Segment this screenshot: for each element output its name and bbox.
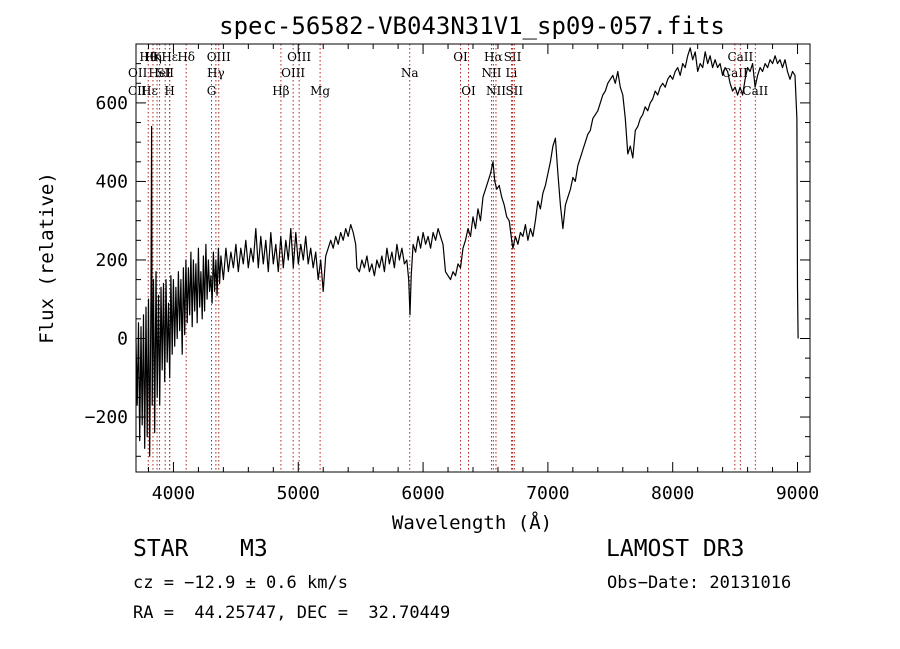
chart-title: spec-56582-VB043N31V1_sp09-057.fits xyxy=(219,12,725,40)
marker-label: Hγ xyxy=(207,66,225,80)
x-tick-label: 9000 xyxy=(776,483,819,504)
marker-label: CaII xyxy=(742,84,768,98)
y-tick-label: 600 xyxy=(95,93,128,114)
y-axis-label: Flux (relative) xyxy=(36,172,58,344)
x-tick-label: 5000 xyxy=(277,483,320,504)
marker-label: Hδ xyxy=(177,50,195,64)
x-axis: 4000 5000 6000 7000 8000 9000 xyxy=(147,44,819,504)
marker-label: Hε xyxy=(141,84,158,98)
redshift-velocity: cz = −12.9 ± 0.6 km/s xyxy=(133,573,348,593)
marker-label: Na xyxy=(401,66,419,80)
marker-label: G xyxy=(207,84,217,98)
y-axis: −200 0 200 400 600 xyxy=(85,63,810,457)
marker-label: OII xyxy=(128,66,148,80)
marker-label: SII xyxy=(156,66,174,80)
marker-label: OIII xyxy=(287,50,311,64)
marker-label: Li xyxy=(506,66,518,80)
object-class: STAR xyxy=(133,536,189,562)
marker-label: SII xyxy=(504,50,522,64)
survey-name: LAMOST DR3 xyxy=(606,536,745,562)
spectrum-line xyxy=(135,47,799,457)
marker-label: NII xyxy=(481,66,501,80)
marker-label: CII xyxy=(128,84,147,98)
y-tick-label: −200 xyxy=(85,407,128,428)
marker-label: OIII xyxy=(281,66,305,80)
marker-label: Hε xyxy=(161,50,178,64)
y-tick-label: 0 xyxy=(117,328,128,349)
marker-label: Mg xyxy=(310,84,330,98)
object-subclass: M3 xyxy=(240,536,268,562)
marker-label: CaII xyxy=(727,50,753,64)
x-axis-label: Wavelength (Å) xyxy=(392,511,552,534)
marker-label: H xyxy=(164,84,174,98)
marker-label: SII xyxy=(505,84,523,98)
marker-label: Hα xyxy=(484,50,503,64)
spectrum-series xyxy=(135,47,799,457)
x-tick-label: 7000 xyxy=(526,483,569,504)
y-tick-label: 200 xyxy=(95,250,128,271)
coordinates: RA = 44.25747, DEC = 32.70449 xyxy=(133,603,451,623)
marker-label: K xyxy=(153,50,163,64)
observation-date: Obs−Date: 20131016 xyxy=(607,573,792,593)
y-tick-label: 400 xyxy=(95,171,128,192)
x-tick-label: 6000 xyxy=(401,483,444,504)
marker-label: OI xyxy=(453,50,468,64)
marker-label: NII xyxy=(486,84,506,98)
marker-label: OI xyxy=(461,84,476,98)
x-tick-label: 4000 xyxy=(152,483,195,504)
marker-label: Hβ xyxy=(272,84,289,98)
x-tick-label: 8000 xyxy=(651,483,694,504)
marker-label: OIII xyxy=(207,50,231,64)
